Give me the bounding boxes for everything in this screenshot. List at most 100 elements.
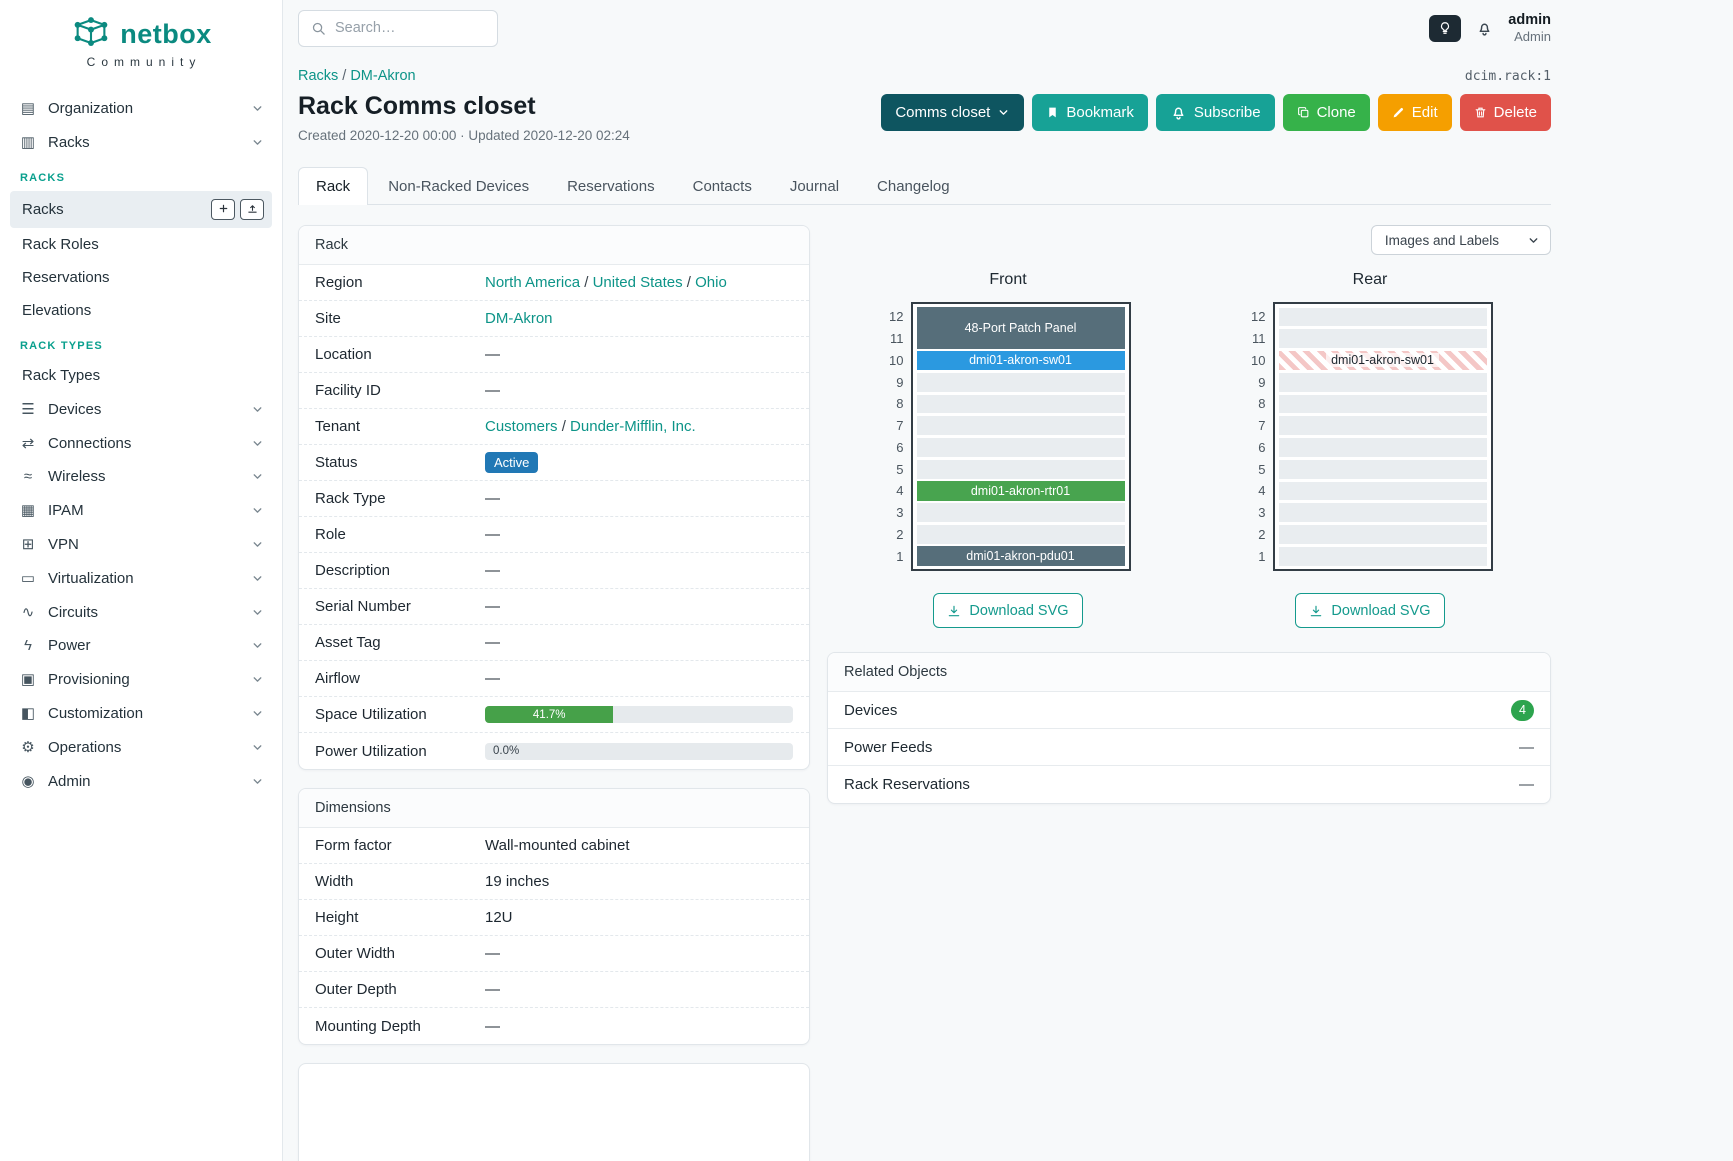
rack-slot-u9[interactable] (1278, 372, 1487, 392)
rack-slot-u6[interactable] (916, 438, 1125, 457)
sidebar-item-vpn[interactable]: ⊞ VPN (10, 527, 272, 561)
subscribe-button[interactable]: Subscribe (1155, 94, 1275, 131)
rack-slot-u11[interactable] (1278, 329, 1487, 348)
object-tabs: Rack Non-Racked Devices Reservations Contac… (298, 167, 1551, 205)
rack-slot-u8[interactable] (916, 394, 1125, 414)
notifications-button[interactable] (1476, 20, 1493, 37)
clone-button[interactable]: Clone (1282, 94, 1370, 131)
rack-device-dmi01-akron-rtr01[interactable]: dmi01-akron-rtr01 (916, 481, 1125, 501)
breadcrumb-link-dm-akron[interactable]: DM-Akron (350, 68, 416, 84)
rack-slot-u8[interactable] (1278, 394, 1487, 414)
count-badge[interactable]: 4 (1511, 699, 1534, 721)
rack-slot-u7[interactable] (916, 416, 1125, 435)
rack-slot-u6[interactable] (1278, 438, 1487, 457)
dm-akron-link[interactable]: DM-Akron (485, 310, 553, 327)
devices-icon: ☰ (21, 401, 35, 418)
netbox-logo[interactable]: netbox Community (0, 0, 282, 73)
breadcrumb-link-racks[interactable]: Racks (298, 68, 339, 84)
unit-number: 3 (896, 505, 904, 521)
download-svg-button[interactable]: Download SVG (933, 593, 1083, 628)
bookmark-button[interactable]: Bookmark (1032, 94, 1148, 131)
rack-device-dmi01-akron-pdu01[interactable]: dmi01-akron-pdu01 (916, 546, 1125, 566)
elevation-view-select[interactable]: Images and Labels (1370, 225, 1551, 255)
field-label: Power Utilization (315, 742, 427, 760)
unit-number: 9 (1258, 374, 1266, 390)
sidebar-item-elevations[interactable]: Elevations (10, 294, 272, 327)
left-column: Rack Region North America / United States… (298, 225, 810, 1161)
sidebar-item-wireless[interactable]: ≈ Wireless (10, 460, 272, 493)
field-label: Site (315, 310, 341, 327)
dunder-mifflin-inc-link[interactable]: Dunder-Mifflin, Inc. (570, 418, 696, 435)
sidebar-item-rack-roles[interactable]: Rack Roles (10, 228, 272, 261)
delete-button[interactable]: Delete (1459, 94, 1551, 131)
rack-slot-u5[interactable] (1278, 459, 1487, 479)
user-name: admin (1508, 11, 1551, 28)
field-label: Location (315, 346, 372, 363)
rack-elevations: Front 12 11 10 9 8 7 6 5 4 3 2 1 48-Port Patch Panel d… (827, 271, 1551, 628)
device-label: dmi01-akron-rtr01 (970, 483, 1071, 498)
rack-slot-u9[interactable] (916, 372, 1125, 392)
tab-rack[interactable]: Rack (298, 167, 369, 205)
rack-slot-u2[interactable] (1278, 525, 1487, 544)
sidebar-item-devices[interactable]: ☰ Devices (10, 392, 272, 426)
device-label: 48-Port Patch Panel (964, 320, 1077, 335)
sidebar-item-rack-types[interactable]: Rack Types (10, 359, 272, 392)
ohio-link[interactable]: Ohio (695, 274, 727, 291)
user-menu[interactable]: admin Admin (1508, 11, 1551, 45)
rack-slot-u12[interactable] (1278, 307, 1487, 327)
search-input[interactable] (335, 20, 485, 36)
progress-label: 0.0% (493, 745, 520, 757)
users-icon: ◉ (21, 773, 35, 790)
tab-journal[interactable]: Journal (772, 167, 857, 205)
unit-number: 3 (1258, 505, 1266, 521)
download-svg-button[interactable]: Download SVG (1295, 593, 1445, 628)
sidebar-item-label: Racks (48, 133, 90, 151)
rack-slot-u2[interactable] (916, 525, 1125, 544)
north-america-link[interactable]: North America (485, 274, 581, 291)
rack-slot-u7[interactable] (1278, 416, 1487, 435)
unit-number: 1 (1258, 548, 1266, 564)
rack-slot-u5[interactable] (916, 459, 1125, 479)
sidebar-item-racks[interactable]: Racks (10, 191, 272, 228)
sidebar-item-power[interactable]: ϟ Power (10, 629, 272, 662)
field-label: Status (315, 454, 358, 471)
tab-non-racked-devices[interactable]: Non-Racked Devices (370, 167, 547, 205)
related-row-rack-reservations[interactable]: Rack Reservations — (828, 766, 1550, 803)
tab-changelog[interactable]: Changelog (859, 167, 968, 205)
sidebar-item-organization[interactable]: ▤ Organization (10, 91, 272, 125)
theme-toggle-button[interactable] (1429, 14, 1462, 42)
sidebar-item-virtualization[interactable]: ▭ Virtualization (10, 561, 272, 595)
import-button[interactable] (240, 199, 264, 220)
comms-closet-button[interactable]: Comms closet (881, 94, 1025, 131)
rack-device-dmi01-akron-sw01[interactable]: dmi01-akron-sw01 (1278, 350, 1487, 371)
sidebar-item-ipam[interactable]: ▦ IPAM (10, 493, 272, 527)
rack-slot-u3[interactable] (916, 503, 1125, 522)
sidebar-item-provisioning[interactable]: ▣ Provisioning (10, 662, 272, 696)
field-value: — (485, 670, 500, 687)
global-search[interactable] (298, 9, 498, 47)
rack-slot-u4[interactable] (1278, 481, 1487, 501)
rack-device-dmi01-akron-sw01[interactable]: dmi01-akron-sw01 (916, 350, 1125, 371)
edit-button[interactable]: Edit (1377, 94, 1452, 131)
tab-contacts[interactable]: Contacts (675, 167, 770, 205)
sidebar-item-circuits[interactable]: ∿ Circuits (10, 595, 272, 629)
sidebar-item-operations[interactable]: ⚙ Operations (10, 730, 272, 764)
rack-slot-u1[interactable] (1278, 546, 1487, 566)
sidebar-item-customization[interactable]: ◧ Customization (10, 696, 272, 730)
sidebar-item-reservations[interactable]: Reservations (10, 261, 272, 294)
sidebar-item-admin[interactable]: ◉ Admin (10, 764, 272, 798)
related-row-power-feeds[interactable]: Power Feeds — (828, 729, 1550, 766)
rack-slot-u3[interactable] (1278, 503, 1487, 522)
sidebar-item-racks[interactable]: ▥ Racks (10, 125, 272, 159)
building-icon: ▤ (20, 100, 36, 117)
united-states-link[interactable]: United States (592, 274, 683, 291)
bookmark-icon (1046, 106, 1059, 119)
rack-device-48-port-patch-panel[interactable]: 48-Port Patch Panel (916, 307, 1125, 349)
related-row-devices[interactable]: Devices 4 (828, 692, 1550, 729)
tab-reservations[interactable]: Reservations (549, 167, 673, 205)
sidebar-item-label: Admin (48, 772, 91, 790)
customers-link[interactable]: Customers (485, 418, 558, 435)
add-button[interactable] (211, 199, 235, 220)
sidebar-item-connections[interactable]: ⇄ Connections (10, 426, 272, 460)
